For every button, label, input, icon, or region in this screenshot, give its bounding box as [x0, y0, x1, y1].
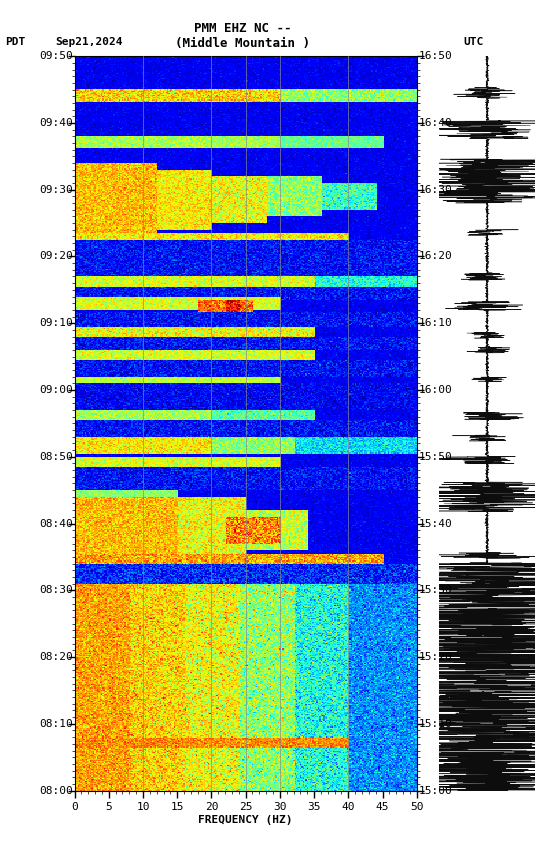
Text: 16:20: 16:20 [418, 251, 452, 262]
Text: 09:50: 09:50 [39, 51, 73, 61]
Text: 15:40: 15:40 [418, 518, 452, 529]
Text: 08:00: 08:00 [39, 785, 73, 796]
Text: 09:00: 09:00 [39, 385, 73, 395]
Text: 16:00: 16:00 [418, 385, 452, 395]
Text: 09:30: 09:30 [39, 185, 73, 194]
Text: 08:10: 08:10 [39, 719, 73, 729]
Text: PMM EHZ NC --: PMM EHZ NC -- [194, 22, 291, 35]
Text: 16:30: 16:30 [418, 185, 452, 194]
X-axis label: FREQUENCY (HZ): FREQUENCY (HZ) [198, 815, 293, 825]
Text: PDT: PDT [6, 37, 26, 48]
Text: 09:40: 09:40 [39, 118, 73, 128]
Text: (Middle Mountain ): (Middle Mountain ) [176, 37, 310, 50]
Text: 09:10: 09:10 [39, 318, 73, 328]
Text: 15:30: 15:30 [418, 585, 452, 595]
Text: 09:20: 09:20 [39, 251, 73, 262]
Text: 08:50: 08:50 [39, 452, 73, 461]
Text: 15:10: 15:10 [418, 719, 452, 729]
Text: 15:00: 15:00 [418, 785, 452, 796]
Text: 16:10: 16:10 [418, 318, 452, 328]
Text: 16:40: 16:40 [418, 118, 452, 128]
Text: Sep21,2024: Sep21,2024 [55, 37, 123, 48]
Text: 08:30: 08:30 [39, 585, 73, 595]
Text: 16:50: 16:50 [418, 51, 452, 61]
Text: 08:20: 08:20 [39, 652, 73, 662]
Text: 15:20: 15:20 [418, 652, 452, 662]
Text: 15:50: 15:50 [418, 452, 452, 461]
Text: 08:40: 08:40 [39, 518, 73, 529]
Text: UTC: UTC [464, 37, 484, 48]
